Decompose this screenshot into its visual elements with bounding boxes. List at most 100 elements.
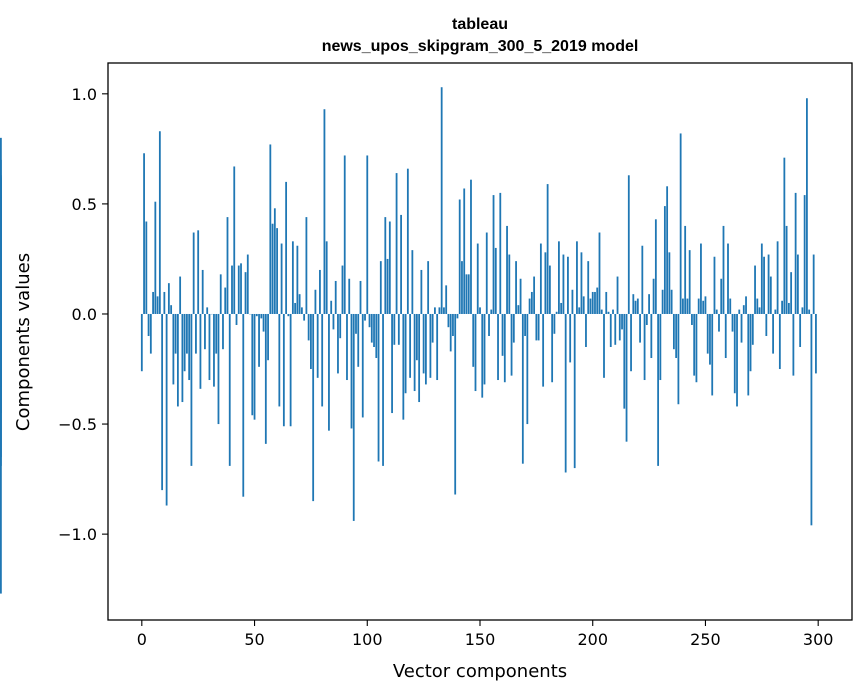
bar [179,276,182,314]
bar [494,247,497,314]
bar [244,272,247,314]
bar [359,280,362,314]
bar [806,98,808,314]
bar [713,256,716,314]
bar [747,313,750,396]
bar [452,313,454,336]
bar [246,254,249,314]
bar [742,305,745,314]
bar [267,313,269,361]
bar [217,313,220,425]
x-tick-label: 250 [690,630,721,649]
bar [357,313,360,367]
bar [213,313,215,387]
bar [585,313,587,347]
bar [497,313,499,381]
bar [192,232,195,314]
bar [152,291,154,314]
bar [140,313,143,372]
bars-group [0,87,817,594]
bar [271,223,274,314]
bar [305,217,308,314]
bar [794,192,797,314]
bar [686,298,689,314]
bar [668,252,671,314]
bar [158,131,161,314]
bar [145,221,148,314]
bar [264,313,267,444]
bar [634,300,637,314]
bar [551,313,554,383]
bar [528,298,531,314]
bar [736,313,738,407]
bar [463,188,466,314]
bar [400,214,402,314]
bar [434,307,436,314]
bar [636,298,639,314]
bar [666,186,669,314]
bar [228,313,231,466]
bar [350,313,353,429]
bar [657,313,660,466]
bar [404,313,407,394]
bar [548,265,551,314]
bar [670,289,673,314]
bar [510,313,513,376]
bar [321,313,324,407]
bar [176,313,179,407]
chart-title: tableau [452,16,508,33]
bar [418,313,421,403]
bar [231,265,233,314]
x-axis-label: Vector components [393,661,567,682]
bar [589,298,592,314]
bar [609,313,612,347]
chart-subtitle: news_upos_skipgram_300_5_2019 model [322,38,639,55]
bar [237,265,240,314]
bar [751,313,754,345]
bar [314,289,317,314]
bar [587,261,590,314]
bar [149,313,152,354]
y-tick-label: −1.0 [58,525,97,544]
bar [368,313,371,328]
bar [461,261,463,314]
bar [197,230,200,314]
bar [738,309,741,314]
bar [663,206,666,314]
bar [560,302,563,314]
bar [312,313,315,502]
bar [472,313,475,367]
bar [454,313,457,495]
bar [156,296,159,314]
bar [199,313,202,389]
bar [485,232,488,314]
bar [659,313,662,381]
bar [391,313,393,414]
bar [765,313,768,336]
bar [163,291,166,314]
bar [186,313,188,354]
bar [190,313,193,466]
bar [815,313,817,374]
bar [711,313,714,396]
bar [648,294,650,314]
bar [154,201,157,314]
bar [776,241,779,314]
bar [652,278,655,314]
bar [729,298,732,314]
y-axis-label: Components values [13,253,34,431]
bar [424,313,427,385]
y-tick-label: −0.5 [58,415,97,434]
bar [769,276,772,314]
bar [366,155,369,314]
bar [521,313,524,464]
bar [542,313,545,387]
bar [558,241,560,314]
bar [790,272,793,314]
bar [524,313,526,336]
bar [294,302,297,314]
bar [526,313,529,425]
bar [287,313,290,317]
bar [535,313,538,341]
bar [458,199,461,314]
